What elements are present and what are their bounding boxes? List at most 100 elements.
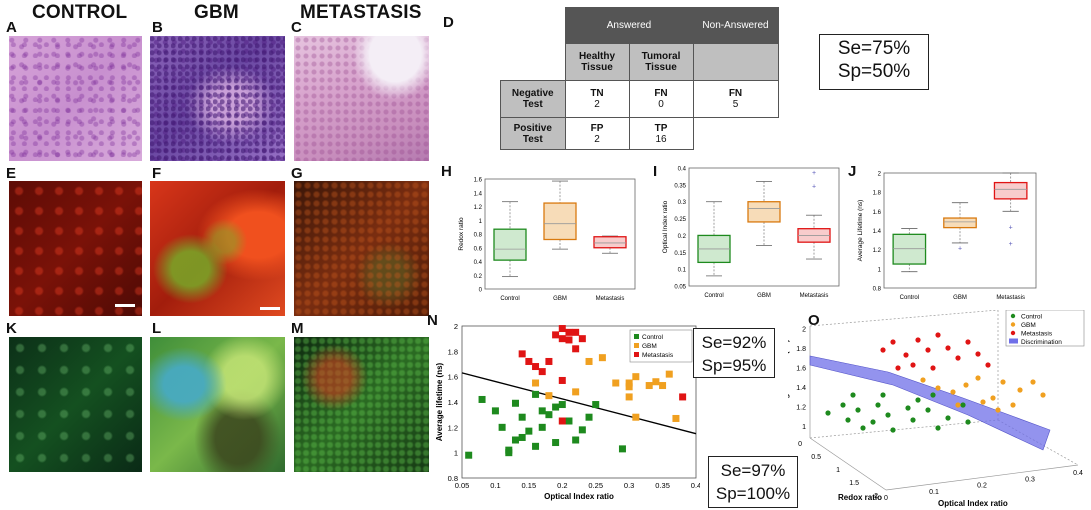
stats-box-n: Se=92% Sp=95%: [693, 328, 775, 378]
point-control: [910, 417, 916, 423]
point-gbm: [963, 382, 969, 388]
x-tick-label: Control: [900, 295, 919, 301]
header-gbm: GBM: [194, 2, 239, 23]
x-tick-label: Metastasis: [800, 293, 829, 299]
legend-box: [1005, 310, 1085, 347]
scatter-lifetime-vs-optical: 0.05 0.1 0.15 0.2 0.25 0.3 0.35 0.4 0.8 1 1.2 1.4 1.…: [435, 322, 700, 501]
tumoral-tissue-header: Tumoral Tissue: [628, 43, 694, 81]
x-tick-label: 0.1: [929, 489, 939, 496]
stats-box-d: Se=75% Sp=50%: [819, 34, 929, 90]
tn-cell: TN 2: [564, 80, 630, 118]
box-control: [493, 228, 527, 261]
x-tick-label: 0.2: [557, 481, 567, 490]
fp-cell: FP 2: [564, 117, 630, 150]
legend-label: Discrimination: [1021, 339, 1062, 346]
legend-box: [629, 329, 693, 363]
point-control: [518, 433, 526, 441]
point-metastasis: [558, 376, 566, 384]
panel-letter-b: B: [152, 19, 163, 36]
point-control: [905, 405, 911, 411]
y-tick-label: 2: [878, 172, 882, 178]
x-tick-label: 0.3: [1025, 476, 1035, 483]
boxplot-optical-index: 0.05 0.1 0.15 0.2 0.25 0.3 0.35 0.4 Optical Inde…: [662, 167, 840, 299]
y-axis-label: Average Lifetime (ns): [857, 200, 864, 262]
z-axis-label: Average Lifetime (ns): [788, 339, 790, 420]
panel-letter-m: M: [291, 320, 304, 337]
point-metastasis: [890, 339, 896, 345]
healthy-tissue-header: Healthy Tissue: [564, 43, 630, 81]
panel-letter-d: D: [443, 14, 454, 31]
y-tick-label: 0: [479, 288, 483, 294]
y-axis-label: Optical Index ratio: [662, 200, 669, 253]
point-control: [552, 439, 560, 447]
answered-header: Answered: [564, 7, 694, 44]
x-axis-line: [885, 464, 1079, 491]
negative-test-header: Negative Test: [500, 80, 566, 118]
y-tick-label: 1.2: [448, 423, 458, 432]
point-gbm: [672, 414, 680, 422]
legend-label: GBM: [1021, 322, 1036, 329]
discrimination-line: [461, 372, 697, 435]
point-metastasis: [572, 345, 580, 353]
point-control: [860, 425, 866, 431]
y-axis-label: Average lifetime (ns): [435, 362, 444, 441]
point-gbm: [950, 389, 956, 395]
point-gbm: [665, 370, 673, 378]
point-control: [545, 411, 553, 419]
x-tick-label: 0.2: [977, 483, 987, 490]
point-control: [552, 403, 560, 411]
point-control: [840, 402, 846, 408]
point-control: [875, 402, 881, 408]
point-control: [558, 401, 566, 409]
panel-letter-n: N: [427, 312, 438, 329]
outlier-marker: +: [1009, 225, 1013, 232]
x-tick-label: 0.05: [455, 481, 470, 490]
point-gbm: [612, 379, 620, 387]
z-tick-label: 1.8: [796, 346, 806, 353]
y-axis-line: [809, 437, 887, 491]
x-axis-label: Optical Index ratio: [544, 492, 614, 501]
y-tick-label: 1.8: [448, 347, 458, 356]
panel-letter-j: J: [848, 163, 857, 180]
x-tick-label: GBM: [553, 296, 567, 302]
z-tick-label: 2: [802, 327, 806, 334]
point-gbm: [545, 392, 553, 400]
y-tick-label: 0.8: [474, 233, 483, 239]
point-control: [525, 427, 533, 435]
sensitivity-o: Se=97%: [720, 461, 786, 480]
y-tick-label: 1.4: [873, 229, 882, 235]
stats-box-o: Se=97% Sp=100%: [708, 456, 798, 508]
sensitivity-n: Se=92%: [701, 333, 767, 352]
x-tick-label: 0.1: [490, 481, 500, 490]
y-tick-label: 2: [454, 322, 458, 331]
fluorescence-red-metastasis-image: [294, 181, 429, 316]
y-tick-label: 0.8: [448, 474, 458, 483]
y-tick-label: 1.4: [448, 398, 458, 407]
point-control: [960, 402, 966, 408]
point-gbm: [645, 382, 653, 390]
legend-swatch: [1010, 330, 1016, 336]
point-control: [915, 397, 921, 403]
z-tick-label: 1.6: [796, 366, 806, 373]
point-control: [511, 436, 519, 444]
scatter3d-discrimination: 1 1.2 1.4 1.6 1.8 2 Average Lifetime (ns) 0 0.5 1…: [788, 310, 1085, 508]
point-control: [885, 412, 891, 418]
outlier-marker: +: [958, 246, 962, 253]
point-control: [532, 390, 540, 398]
point-gbm: [990, 395, 996, 401]
y-tick-label: 1.2: [873, 248, 882, 254]
x-tick-label: Metastasis: [596, 296, 625, 302]
point-gbm: [1030, 379, 1036, 385]
legend-swatch: [1010, 322, 1016, 327]
point-metastasis: [525, 357, 533, 365]
y-tick-label: 1.2: [474, 205, 483, 211]
panel-letter-g: G: [291, 165, 303, 182]
z-tick-label: 1: [802, 424, 806, 431]
y-tick-label: 0.05: [674, 285, 686, 291]
histology-metastasis-image: [294, 36, 429, 161]
scale-bar: [260, 307, 280, 310]
point-control: [498, 423, 506, 431]
x-tick-label: Control: [500, 296, 519, 302]
z-tick-label: 1.4: [796, 385, 806, 392]
y-tick-label: 0.2: [678, 234, 687, 240]
